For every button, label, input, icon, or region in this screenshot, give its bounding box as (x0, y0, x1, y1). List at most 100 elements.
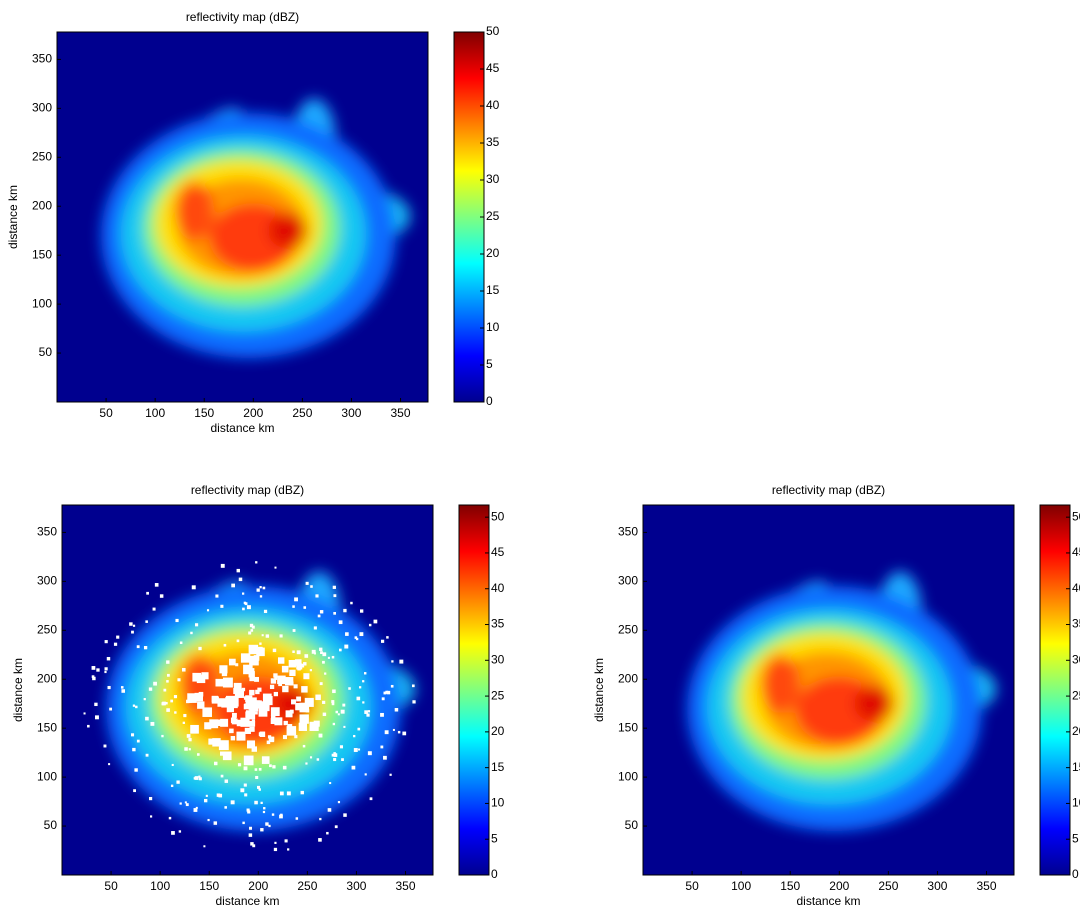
missing-pixel (271, 813, 275, 816)
missing-pixel (258, 767, 262, 771)
missing-pixel (185, 803, 189, 807)
missing-pixel (183, 713, 187, 718)
colorbar-tick-label: 30 (1072, 652, 1080, 666)
missing-pixel (411, 684, 415, 688)
missing-pixel (348, 687, 351, 690)
missing-pixel (309, 669, 312, 672)
colorbar (453, 31, 485, 403)
missing-pixel (282, 735, 287, 740)
missing-pixel (229, 701, 234, 706)
missing-pixel (263, 695, 273, 706)
missing-pixel (386, 690, 391, 695)
missing-pixel (342, 703, 346, 707)
missing-pixel (322, 660, 325, 664)
missing-pixel (242, 821, 245, 825)
colorbar-tick-label: 50 (486, 24, 500, 38)
missing-pixel (261, 756, 270, 764)
missing-pixel (120, 686, 124, 689)
missing-pixel (292, 605, 295, 608)
missing-pixel (154, 583, 159, 587)
y-tick-label: 150 (618, 720, 638, 734)
missing-pixel (220, 774, 224, 778)
colorbar-tick-label: 20 (486, 246, 500, 260)
missing-pixel (309, 721, 319, 731)
missing-pixel (220, 718, 229, 727)
missing-pixel (171, 763, 174, 767)
missing-pixel (252, 844, 256, 848)
missing-pixel (250, 842, 254, 846)
missing-pixel (309, 756, 313, 759)
missing-pixel (195, 806, 198, 809)
missing-pixel (103, 744, 107, 748)
missing-pixel (94, 702, 98, 707)
colorbar-tick-label: 15 (491, 760, 505, 774)
missing-pixel (193, 808, 198, 812)
missing-pixel (179, 641, 183, 645)
missing-pixel (237, 763, 242, 767)
missing-pixel (354, 636, 358, 639)
missing-pixel (367, 710, 371, 713)
missing-pixel (236, 719, 244, 727)
missing-pixel (300, 663, 305, 668)
chart-title: reflectivity map (dBZ) (191, 483, 304, 497)
missing-pixel (386, 636, 389, 639)
missing-pixel (224, 779, 229, 783)
missing-pixel (332, 585, 336, 589)
missing-pixel (163, 688, 167, 692)
y-tick-label: 100 (37, 769, 57, 783)
colorbar-tick-label: 30 (486, 172, 500, 186)
missing-pixel (205, 794, 208, 797)
missing-pixel (133, 789, 136, 793)
missing-pixel (319, 817, 322, 821)
y-tick-label: 250 (37, 622, 57, 636)
missing-pixel (121, 689, 126, 693)
missing-pixel (208, 738, 215, 745)
missing-pixel (313, 652, 316, 655)
missing-pixel (190, 631, 193, 635)
colorbar-tick-label: 10 (1072, 796, 1080, 810)
x-tick-label: 50 (99, 406, 113, 420)
missing-pixel (175, 618, 179, 623)
missing-pixel (197, 753, 200, 756)
missing-pixel (91, 675, 95, 678)
missing-pixel (310, 585, 313, 588)
missing-pixel (355, 637, 359, 641)
missing-pixel (327, 808, 332, 812)
missing-pixel (262, 586, 266, 590)
missing-pixel (258, 707, 268, 717)
missing-pixel (174, 711, 177, 714)
missing-pixel (305, 581, 309, 585)
missing-pixel (322, 652, 327, 657)
missing-pixel (339, 745, 344, 749)
missing-pixel (260, 828, 264, 832)
missing-pixel (221, 701, 228, 708)
missing-pixel (295, 702, 303, 711)
missing-pixel (266, 740, 271, 745)
missing-pixel (216, 719, 224, 726)
missing-pixel (229, 658, 236, 666)
missing-pixel (213, 761, 218, 766)
missing-pixel (136, 739, 140, 743)
colorbar-tick-label: 10 (491, 796, 505, 810)
missing-pixel (412, 700, 416, 704)
missing-pixel (380, 639, 385, 643)
missing-pixel (213, 821, 218, 825)
missing-pixel (178, 830, 182, 833)
missing-pixel (331, 702, 335, 706)
missing-pixel (254, 768, 258, 771)
missing-pixel (171, 831, 175, 835)
missing-pixel (333, 594, 337, 598)
x-tick-label: 100 (731, 879, 751, 893)
missing-pixel (106, 656, 111, 661)
missing-pixel (198, 777, 202, 781)
missing-pixel (96, 668, 100, 672)
missing-pixel (383, 691, 387, 695)
missing-pixel (364, 773, 367, 776)
missing-pixel (270, 714, 276, 720)
missing-pixel (263, 807, 266, 810)
missing-pixel (259, 586, 262, 589)
colorbar-tick-label: 45 (486, 61, 500, 75)
colorbar-tick-label: 45 (1072, 545, 1080, 559)
missing-pixel (166, 660, 170, 664)
x-tick-label: 300 (341, 406, 361, 420)
